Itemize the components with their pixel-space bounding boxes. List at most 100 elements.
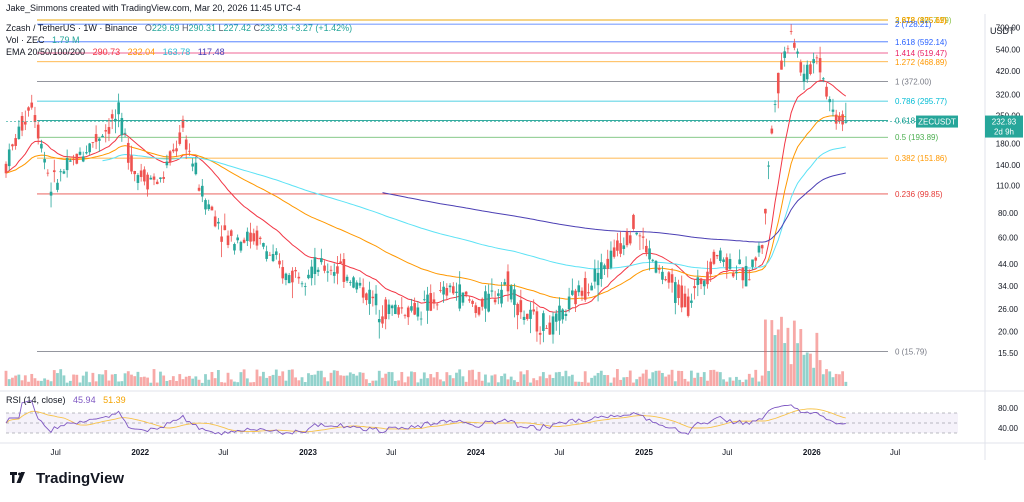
volume-bar	[706, 380, 709, 386]
fib-label: 3.618 (1057.79)	[895, 16, 952, 25]
candle-body	[680, 285, 684, 308]
candle-body	[796, 51, 799, 54]
candle-body	[217, 221, 220, 224]
time-tick-label: Jul	[218, 448, 228, 457]
candle-body	[506, 271, 510, 292]
volume-bar	[677, 370, 680, 386]
ema-legend[interactable]: EMA 20/50/100/200 290.73 232.04 163.78 1…	[6, 47, 225, 57]
currency-label[interactable]: USDT	[990, 26, 1015, 36]
volume-bar	[255, 369, 259, 386]
volume-bar	[297, 380, 301, 386]
candle-body	[371, 296, 375, 299]
volume-bar	[754, 369, 758, 386]
volume-legend[interactable]: Vol · ZEC 1.79 M	[6, 35, 80, 45]
volume-bar	[23, 375, 27, 386]
symbol-row: Zcash / TetherUS · 1W · Binance O229.69 …	[6, 23, 353, 33]
volume-bar	[168, 380, 172, 386]
candle-body	[776, 72, 780, 94]
volume-bar	[474, 379, 478, 386]
volume-bar	[252, 382, 256, 386]
volume-bar	[336, 370, 339, 386]
candle-body	[706, 271, 709, 285]
candle-body	[123, 132, 127, 134]
volume-bar	[419, 378, 423, 386]
symbol-tag	[916, 115, 958, 128]
volume-bar	[197, 379, 201, 386]
volume-bar	[300, 377, 304, 386]
candle-body	[400, 307, 404, 309]
volume-bar	[735, 376, 738, 386]
candle-body	[606, 258, 610, 269]
volume-bar	[841, 371, 845, 386]
volume-bar	[323, 377, 326, 386]
volume-bar	[448, 375, 452, 386]
ema20-line	[5, 79, 847, 313]
candle-body	[307, 274, 310, 279]
volume-bar	[776, 329, 780, 386]
tradingview-logo[interactable]: TradingView	[8, 470, 124, 487]
volume-bar	[641, 373, 645, 386]
rsi-legend[interactable]: RSI (14, close) 45.94 51.39	[6, 395, 126, 405]
volume-bar	[107, 380, 111, 386]
price-tag	[985, 115, 1023, 138]
candle-body	[130, 155, 133, 172]
volume-bar	[123, 373, 127, 386]
candle-body	[635, 232, 638, 235]
candle-body	[722, 259, 725, 263]
volume-bar	[438, 379, 442, 386]
candle-body	[471, 300, 474, 304]
volume-bar	[207, 379, 211, 386]
volume-bar	[126, 371, 130, 386]
volume-bar	[722, 379, 725, 386]
brand-name: TradingView	[36, 470, 125, 487]
candle-body	[773, 104, 777, 105]
volume-bar	[97, 374, 101, 386]
candle-body	[812, 59, 815, 64]
candle-body	[587, 292, 590, 294]
volume-bar	[609, 382, 613, 386]
symbol-name[interactable]: Zcash / TetherUS · 1W · Binance	[6, 23, 138, 33]
price-axis: 700.00540.00420.00320.00250.00180.00140.…	[916, 14, 1023, 460]
price-tick-label: 110.00	[996, 182, 1020, 191]
volume-bar	[757, 381, 761, 386]
candle-body	[7, 149, 11, 167]
candle-body	[474, 305, 478, 314]
candle-body	[554, 313, 558, 322]
candle-body	[834, 114, 838, 124]
volume-bar	[81, 375, 85, 386]
candle-body	[751, 259, 754, 267]
volume-bar	[216, 370, 220, 386]
ohlc-low: 227.42	[223, 23, 252, 33]
candle-body	[11, 144, 14, 147]
candle-body	[24, 121, 27, 125]
volume-bar	[287, 369, 291, 386]
volume-bar	[410, 371, 413, 386]
volume-bar	[345, 375, 349, 386]
candle-body	[75, 153, 79, 164]
volume-bar	[429, 374, 433, 386]
ohlc-change: +3.27 (+1.42%)	[290, 23, 353, 33]
volume-bar	[535, 380, 539, 386]
price-tick-label: 80.00	[998, 209, 1019, 218]
candle-body	[98, 138, 101, 141]
volume-bar	[825, 369, 828, 386]
candle-body	[548, 322, 552, 335]
volume-bar	[310, 374, 314, 386]
candle-body	[117, 102, 120, 115]
fib-label: 0.236 (99.85)	[895, 190, 943, 199]
volume-bar	[91, 372, 95, 386]
time-tick-label: Jul	[554, 448, 564, 457]
candle-body	[213, 216, 217, 227]
fib-label: 0.382 (151.86)	[895, 154, 947, 163]
candle-body	[155, 181, 159, 185]
candle-body	[336, 266, 339, 274]
candle-body	[509, 285, 513, 300]
candle-body	[622, 245, 626, 249]
volume-bar	[162, 375, 166, 386]
volume-bar	[281, 371, 285, 386]
volume-bar	[262, 371, 265, 386]
candle-body	[616, 240, 619, 251]
candle-body	[709, 261, 712, 275]
fib-label: 2.272 (825.11)	[895, 16, 947, 25]
